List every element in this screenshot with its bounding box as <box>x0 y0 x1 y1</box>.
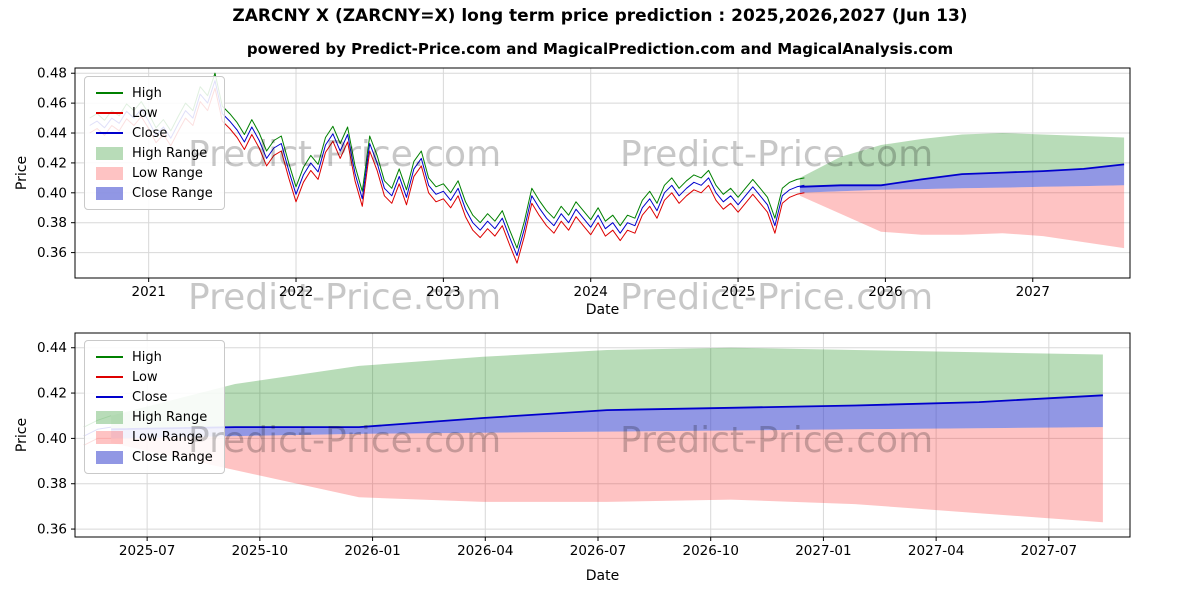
legend-item-low-range: Low Range <box>96 427 213 447</box>
legend-item-high: High <box>96 83 213 103</box>
legend-label-high: High <box>132 349 162 365</box>
legend-item-low-range: Low Range <box>96 163 213 183</box>
high-range-band <box>799 133 1125 187</box>
legend-label-close: Close <box>132 389 168 405</box>
low-line-swatch <box>96 375 123 379</box>
y-tick-label: 0.38 <box>37 215 67 231</box>
x-tick-label: 2026-07 <box>570 543 626 559</box>
y-tick-label: 0.40 <box>37 431 67 447</box>
y-tick-label: 0.42 <box>37 155 67 171</box>
low-range-band <box>111 427 1103 523</box>
x-tick-label: 2026-04 <box>457 543 513 559</box>
legend-label-low-range: Low Range <box>132 165 203 181</box>
price-forecast-chart: 2025-07 2025-10 2026-01 2026-04 2026-07 2026-… <box>37 332 1131 559</box>
legend-item-close-range: Close Range <box>96 447 213 467</box>
legend-label-high: High <box>132 85 162 101</box>
x-tick-label: 2027-07 <box>1021 543 1077 559</box>
chart-subtitle: powered by Predict-Price.com and Magical… <box>246 40 954 58</box>
x-tick-label: 2027-04 <box>908 543 964 559</box>
legend-item-close: Close <box>96 387 213 407</box>
plot-border <box>74 332 1131 538</box>
plot-border <box>74 67 1131 279</box>
price-history-chart: 2021 2022 2023 2024 2025 2026 2027 0.36 0.38 0.40… <box>37 66 1131 300</box>
x-tick-label: 2024 <box>574 284 608 300</box>
x-tick-label: 2026-01 <box>344 543 400 559</box>
x-tick-label: 2027-01 <box>795 543 851 559</box>
x-tick-label: 2022 <box>279 284 313 300</box>
high-line-swatch <box>96 355 123 359</box>
x-tick-label: 2027 <box>1016 284 1050 300</box>
legend-label-high-range: High Range <box>132 145 208 161</box>
legend-label-close-range: Close Range <box>132 185 213 201</box>
x-tick-label: 2026 <box>868 284 902 300</box>
close-forecast-line <box>111 394 1103 431</box>
legend-item-high-range: High Range <box>96 407 213 427</box>
y-tick-label: 0.46 <box>37 96 67 112</box>
high-range-band <box>111 347 1103 430</box>
high-line-swatch <box>96 91 123 95</box>
x-axis-label-bottom: Date <box>585 568 620 584</box>
low-line-swatch <box>96 111 123 115</box>
x-tick-label: 2025-07 <box>119 543 175 559</box>
low-range-swatch <box>96 430 123 444</box>
legend-label-low: Low <box>132 369 158 385</box>
high-range-swatch <box>96 146 123 160</box>
x-tick-label: 2025 <box>721 284 755 300</box>
x-tick-label: 2025-10 <box>232 543 288 559</box>
legend-item-low: Low <box>96 367 213 387</box>
low-range-swatch <box>96 166 123 180</box>
legend-label-high-range: High Range <box>132 409 208 425</box>
close-line-swatch <box>96 131 123 135</box>
x-tick-label: 2026-10 <box>683 543 739 559</box>
legend-item-high: High <box>96 347 213 367</box>
low-range-band <box>799 185 1125 249</box>
legend-item-close-range: Close Range <box>96 183 213 203</box>
high-range-swatch <box>96 410 123 424</box>
legend-bottom: High Low Close High Range Low Range Clos… <box>84 340 225 474</box>
y-tick-label: 0.36 <box>37 245 67 261</box>
close-forecast-line <box>799 163 1125 188</box>
x-tick-label: 2021 <box>131 284 165 300</box>
y-tick-label: 0.40 <box>37 185 67 201</box>
close-line-swatch <box>96 395 123 399</box>
legend-label-low: Low <box>132 105 158 121</box>
legend-label-close: Close <box>132 125 168 141</box>
y-axis-label-top: Price <box>14 155 30 191</box>
x-tick-label: 2023 <box>426 284 460 300</box>
y-tick-label: 0.36 <box>37 522 67 538</box>
y-tick-label: 0.42 <box>37 386 67 402</box>
legend-label-low-range: Low Range <box>132 429 203 445</box>
x-axis-label-top: Date <box>585 302 620 318</box>
y-tick-label: 0.44 <box>37 126 67 142</box>
y-tick-label: 0.38 <box>37 476 67 492</box>
y-axis-label-bottom: Price <box>14 417 30 453</box>
y-tick-label: 0.48 <box>37 66 67 82</box>
close-range-swatch <box>96 186 123 200</box>
legend-label-close-range: Close Range <box>132 449 213 465</box>
legend-top: High Low Close High Range Low Range Clos… <box>84 76 225 210</box>
chart-title: ZARCNY X (ZARCNY=X) long term price pred… <box>232 6 968 26</box>
legend-item-low: Low <box>96 103 213 123</box>
legend-item-high-range: High Range <box>96 143 213 163</box>
close-range-swatch <box>96 450 123 464</box>
legend-item-close: Close <box>96 123 213 143</box>
y-tick-label: 0.44 <box>37 340 67 356</box>
